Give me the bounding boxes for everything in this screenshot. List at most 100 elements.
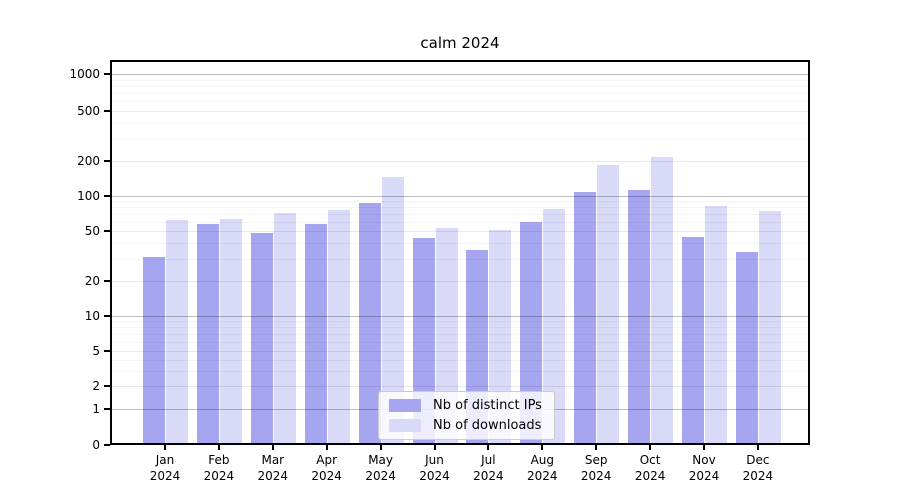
x-tick-year: 2024 [634,469,666,483]
y-tick-label: 1 [92,402,100,416]
x-tick-mark [433,445,436,450]
y-tick-label: 100 [77,189,100,203]
x-tick-label: Nov 2024 [672,452,736,484]
bar-distinct-ips [196,223,219,445]
legend-label: Nb of distinct IPs [433,398,542,413]
legend-label: Nb of downloads [433,418,542,433]
y-tick-label: 2 [92,379,100,393]
x-tick-label: Dec 2024 [726,452,790,484]
legend: Nb of distinct IPs Nb of downloads [378,391,555,440]
y-tick-mark [104,350,110,352]
plot-area [110,60,810,445]
bar-downloads [381,177,404,445]
x-tick-year: 2024 [527,469,558,483]
y-tick-mark [104,385,110,387]
bar-downloads [273,213,296,445]
bar-distinct-ips [358,203,381,445]
bar-distinct-ips [735,252,758,445]
x-tick-mark [325,445,328,450]
bar-downloads [705,206,727,445]
bar-downloads [166,220,188,445]
bar-distinct-ips [143,257,165,445]
bar-distinct-ips [682,236,704,445]
y-tick-label: 50 [84,224,100,238]
bar-downloads [543,208,566,445]
x-tick-year: 2024 [419,469,450,483]
x-tick-label: Jun 2024 [403,452,467,484]
x-tick-mark [703,445,705,450]
chart-title: calm 2024 [420,34,500,52]
y-tick-mark [104,408,110,410]
bar-distinct-ips [304,223,327,445]
bar-downloads [327,209,350,445]
y-tick-label: 200 [77,154,100,168]
y-tick-mark [104,195,110,197]
x-tick-label: Feb 2024 [187,452,251,484]
y-tick-mark [104,110,110,112]
legend-entry: Nb of distinct IPs [389,398,542,413]
x-tick-year: 2024 [311,469,342,483]
x-tick-month: Apr [316,453,338,467]
bar-downloads [758,210,781,445]
x-tick-month: Mar [261,453,285,467]
x-tick-month: Jul [481,453,496,467]
y-tick-label: 0 [92,438,100,452]
bar-downloads [597,164,620,445]
x-tick-year: 2024 [203,469,235,483]
x-tick-year: 2024 [580,469,612,483]
x-tick-label: Apr 2024 [295,452,359,484]
y-tick-label: 1000 [69,67,100,81]
x-tick-mark [756,445,759,450]
y-tick-label: 10 [84,309,100,323]
y-tick-mark [104,230,110,232]
x-tick-year: 2024 [473,469,504,483]
x-tick-mark [379,445,382,450]
x-tick-mark [487,445,490,450]
x-tick-year: 2024 [688,469,720,483]
x-tick-mark [595,445,598,450]
x-tick-mark [541,445,544,450]
x-tick-month: Jun [425,453,444,467]
y-tick-mark [104,160,110,162]
x-tick-mark [649,445,652,450]
bar-downloads [435,228,458,445]
x-tick-month: Feb [208,453,230,467]
y-tick-mark [104,280,110,282]
y-tick-mark [104,73,110,75]
x-tick-label: May 2024 [349,452,413,484]
x-tick-year: 2024 [257,469,289,483]
y-tick-label: 500 [77,104,100,118]
y-tick-mark [104,444,110,446]
x-tick-month: Oct [639,453,661,467]
x-tick-mark [271,445,274,450]
x-tick-label: Sep 2024 [564,452,628,484]
x-tick-month: Aug [530,453,555,467]
legend-entry: Nb of downloads [389,418,542,433]
x-tick-mark [217,445,220,450]
x-tick-month: Nov [692,453,716,467]
bar-downloads [219,218,242,445]
x-tick-label: Jan 2024 [133,452,197,484]
x-tick-year: 2024 [365,469,396,483]
legend-swatch [389,399,421,412]
x-tick-month: Dec [746,453,770,467]
bar-distinct-ips [574,192,597,445]
x-tick-label: Mar 2024 [241,452,305,484]
bar-downloads [651,157,674,445]
x-tick-label: Jul 2024 [456,452,520,484]
legend-swatch [389,419,421,432]
y-tick-label: 5 [92,344,100,358]
x-tick-label: Aug 2024 [510,452,574,484]
x-tick-mark [164,445,166,450]
y-tick-mark [104,315,110,317]
x-tick-month: Jan [155,453,175,467]
x-tick-year: 2024 [149,469,181,483]
x-tick-month: May [368,453,393,467]
y-tick-label: 20 [84,274,100,288]
bars-layer [110,60,810,445]
x-tick-month: Sep [584,453,608,467]
bar-distinct-ips [250,233,273,445]
bar-distinct-ips [520,221,543,445]
x-tick-year: 2024 [742,469,774,483]
